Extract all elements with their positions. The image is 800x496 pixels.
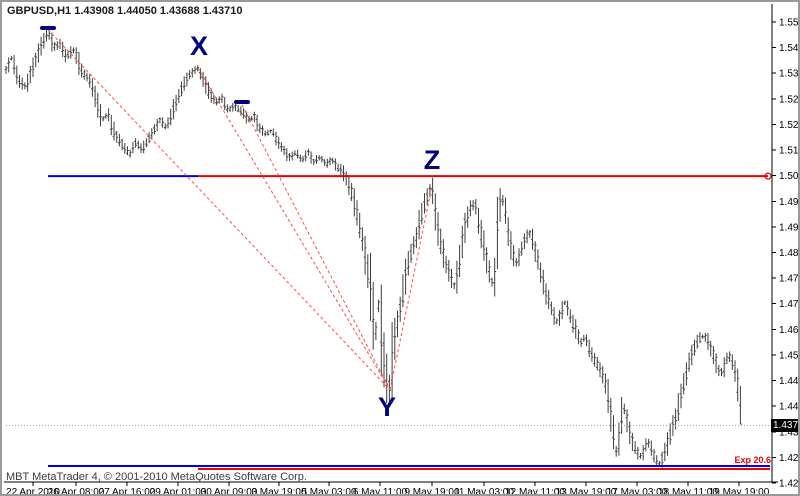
time-axis-label: 9 May 19:00 xyxy=(404,487,459,496)
dash-marker-icon[interactable] xyxy=(40,26,56,30)
price-axis-label: 1.54300 xyxy=(779,43,800,54)
time-axis-label: 17 May 03:00 xyxy=(607,487,668,496)
dashed-trendline[interactable] xyxy=(47,29,391,391)
price-axis-label: 1.42820 xyxy=(779,453,800,464)
dashed-trendline[interactable] xyxy=(389,185,433,391)
price-axis-label: 1.48560 xyxy=(779,248,800,259)
price-axis-label: 1.51420 xyxy=(779,146,800,157)
time-axis-label: 30 Apr 09:00 xyxy=(201,487,258,496)
time-axis-label: 19 May 19:00 xyxy=(709,487,770,496)
price-axis-label: 1.42100 xyxy=(779,479,800,490)
annotation-letter-z[interactable]: Z xyxy=(423,145,441,176)
annotation-letter-y[interactable]: Y xyxy=(377,392,397,423)
time-axis-label: 5 May 03:00 xyxy=(301,487,356,496)
price-axis-label: 1.52860 xyxy=(779,94,800,105)
time-axis-label: 13 May 19:00 xyxy=(556,487,617,496)
platform-watermark: MBT MetaTrader 4, © 2001-2010 MetaQuotes… xyxy=(6,471,307,483)
price-axis-label: 1.50700 xyxy=(779,171,800,182)
price-axis-label: 1.55020 xyxy=(779,18,800,29)
price-axis-label: 1.49280 xyxy=(779,222,800,233)
time-axis-label: 11 May 03:00 xyxy=(454,487,514,496)
time-axis-label: 22 Apr 2010 xyxy=(6,487,60,496)
price-axis-label: 1.44240 xyxy=(779,402,800,413)
current-price-badge: 1.43710 xyxy=(771,419,798,432)
time-axis-label: 3 May 19:00 xyxy=(251,487,306,496)
time-axis-label: 6 May 11:00 xyxy=(353,487,408,496)
price-axis-label: 1.44960 xyxy=(779,376,800,387)
price-axis-label: 1.52140 xyxy=(779,120,800,131)
price-axis-label: 1.47120 xyxy=(779,299,800,310)
dash-marker-icon[interactable] xyxy=(234,100,250,104)
time-axis-label: 27 Apr 16:00 xyxy=(99,487,156,496)
indicator-label[interactable]: Exp 20.6 xyxy=(734,455,771,466)
symbol-ohlc-title: GBPUSD,H1 1.43908 1.44050 1.43688 1.4371… xyxy=(7,5,243,17)
price-axis-label: 1.45680 xyxy=(779,350,800,361)
time-axis-label: 18 May 11:00 xyxy=(658,487,718,496)
price-axis-label: 1.46400 xyxy=(779,325,800,336)
hline-endpoint-icon[interactable] xyxy=(764,172,772,180)
time-axis-label: 26 Apr 08:00 xyxy=(48,487,105,496)
price-axis-label: 1.47840 xyxy=(779,274,800,285)
price-axis-label: 1.49980 xyxy=(779,197,800,208)
price-axis-label: 1.43520 xyxy=(779,427,800,438)
price-axis-label: 1.53580 xyxy=(779,69,800,80)
annotation-letter-x[interactable]: X xyxy=(189,31,209,62)
time-axis-label: 12 May 11:00 xyxy=(505,487,565,496)
dashed-trendline[interactable] xyxy=(241,104,391,391)
dashed-trendline[interactable] xyxy=(197,67,391,391)
time-axis-label: 29 Apr 01:00 xyxy=(150,487,207,496)
ohlc-bars xyxy=(4,29,742,468)
